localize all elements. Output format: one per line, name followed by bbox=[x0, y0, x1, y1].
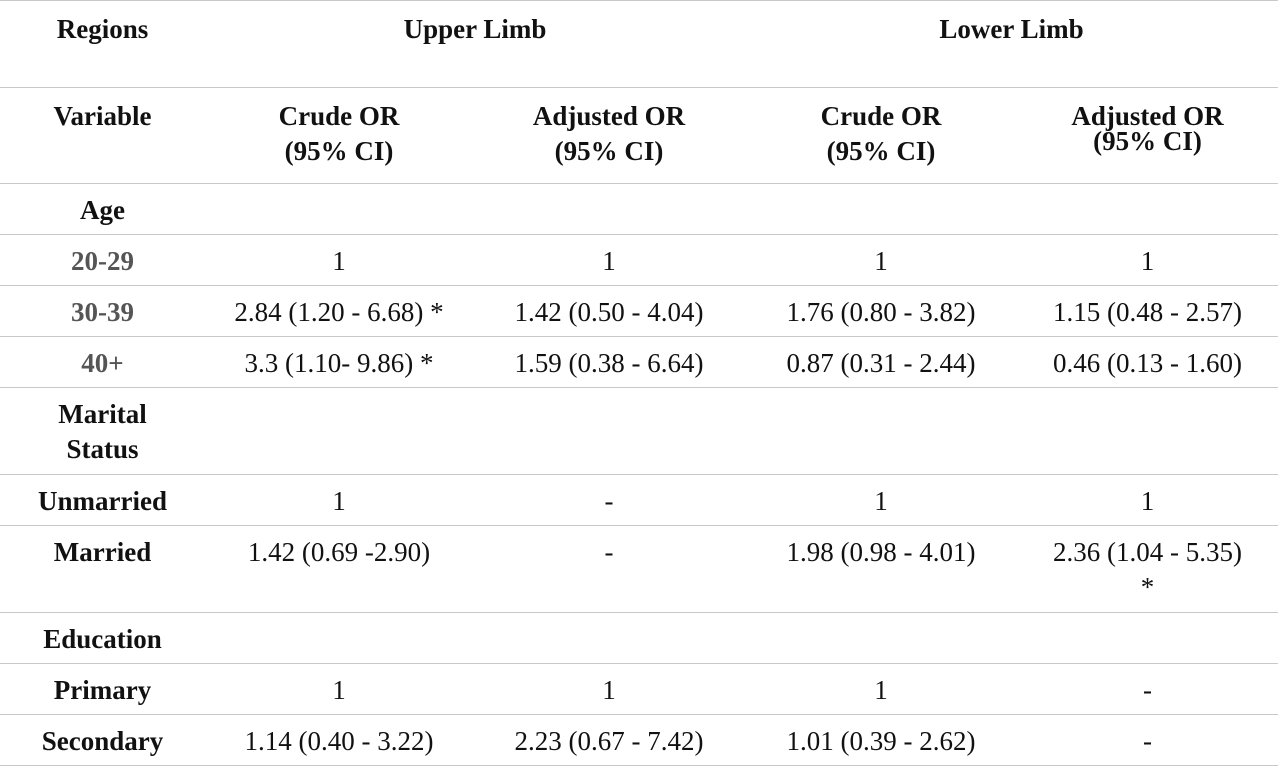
cell: 1.98 (0.98 - 4.01) bbox=[786, 537, 976, 567]
header-row-variable: Variable Crude OR (95% CI) Adjusted OR (95… bbox=[0, 88, 1278, 184]
cell: - bbox=[604, 486, 614, 516]
section-marital-line2: Status bbox=[66, 434, 139, 464]
row-label: Unmarried bbox=[38, 486, 167, 516]
significance-mark: * bbox=[1140, 572, 1155, 602]
section-row-marital: Marital Status bbox=[0, 388, 1278, 475]
row-label: Married bbox=[53, 537, 152, 567]
cell: 1.42 (0.69 -2.90) bbox=[247, 537, 431, 567]
table-row: Secondary 1.14 (0.40 - 3.22) 2.23 (0.67 … bbox=[0, 715, 1278, 766]
lower-adjusted-header: Adjusted OR (95% CI) bbox=[1017, 88, 1278, 184]
cell: 2.36 (1.04 - 5.35) * bbox=[1017, 526, 1278, 613]
cell-value: 2.36 (1.04 - 5.35) bbox=[1053, 537, 1242, 567]
lower-crude-header: Crude OR (95% CI) bbox=[745, 88, 1017, 184]
cell: 1 bbox=[332, 675, 346, 705]
cell: 1 bbox=[874, 246, 888, 276]
regions-header: Regions bbox=[56, 14, 149, 44]
lower-limb-header: Lower Limb bbox=[939, 14, 1084, 44]
row-label: 20-29 bbox=[71, 246, 134, 276]
section-marital: Marital Status bbox=[0, 388, 205, 475]
cell: 1 bbox=[332, 486, 346, 516]
upper-crude-header: Crude OR (95% CI) bbox=[205, 88, 473, 184]
cell: 1 bbox=[874, 675, 888, 705]
upper-crude-ci: (95% CI) bbox=[284, 136, 394, 166]
cell: 3.3 (1.10- 9.86) * bbox=[244, 348, 434, 378]
cell: 2.84 (1.20 - 6.68) * bbox=[234, 297, 444, 327]
cell: 1 bbox=[602, 675, 616, 705]
lower-adjusted-label: Adjusted OR bbox=[1071, 101, 1224, 131]
variable-header: Variable bbox=[53, 101, 152, 131]
lower-adjusted-ci: (95% CI) bbox=[1093, 126, 1202, 156]
cell: - bbox=[604, 537, 614, 567]
section-marital-line1: Marital bbox=[58, 399, 147, 429]
table-row: 30-39 2.84 (1.20 - 6.68) * 1.42 (0.50 - … bbox=[0, 286, 1278, 337]
cell: 0.87 (0.31 - 2.44) bbox=[786, 348, 976, 378]
upper-limb-header: Upper Limb bbox=[403, 14, 547, 44]
cell: 1.14 (0.40 - 3.22) bbox=[244, 726, 434, 756]
cell: - bbox=[1143, 675, 1152, 705]
table-row: 40+ 3.3 (1.10- 9.86) * 1.59 (0.38 - 6.64… bbox=[0, 337, 1278, 388]
upper-adjusted-header: Adjusted OR (95% CI) bbox=[473, 88, 745, 184]
header-row-regions: Regions Upper Limb Lower Limb bbox=[0, 0, 1278, 88]
cell: 1.01 (0.39 - 2.62) bbox=[786, 726, 976, 756]
cell: 1.76 (0.80 - 3.82) bbox=[786, 297, 976, 327]
cell: 1.59 (0.38 - 6.64) bbox=[514, 348, 704, 378]
table-row: Primary 1 1 1 - bbox=[0, 664, 1278, 715]
upper-crude-label: Crude OR bbox=[278, 101, 400, 131]
cell: 1 bbox=[874, 486, 888, 516]
cell: 1 bbox=[1140, 486, 1155, 516]
section-row-education: Education bbox=[0, 613, 1278, 664]
upper-adjusted-label: Adjusted OR bbox=[532, 101, 686, 131]
section-education: Education bbox=[43, 624, 162, 654]
row-label: Primary bbox=[53, 675, 152, 705]
cell: 1 bbox=[1140, 246, 1155, 276]
cell: 1.15 (0.48 - 2.57) bbox=[1053, 297, 1242, 327]
table-row: Unmarried 1 - 1 1 bbox=[0, 475, 1278, 526]
row-label: Secondary bbox=[41, 726, 164, 756]
cell: 1 bbox=[602, 246, 616, 276]
cell: 1 bbox=[332, 246, 346, 276]
section-row-age: Age bbox=[0, 184, 1278, 235]
table-row: 20-29 1 1 1 1 bbox=[0, 235, 1278, 286]
cell: 2.23 (0.67 - 7.42) bbox=[514, 726, 704, 756]
lower-crude-label: Crude OR bbox=[820, 101, 942, 131]
lower-crude-ci: (95% CI) bbox=[826, 136, 936, 166]
cell: - bbox=[1143, 726, 1152, 756]
section-age: Age bbox=[80, 195, 125, 225]
table-row: Married 1.42 (0.69 -2.90) - 1.98 (0.98 -… bbox=[0, 526, 1278, 613]
upper-adjusted-ci: (95% CI) bbox=[554, 136, 664, 166]
row-label: 40+ bbox=[81, 348, 124, 378]
row-label: 30-39 bbox=[71, 297, 134, 327]
cell: 0.46 (0.13 - 1.60) bbox=[1053, 348, 1242, 378]
cell: 1.42 (0.50 - 4.04) bbox=[514, 297, 704, 327]
